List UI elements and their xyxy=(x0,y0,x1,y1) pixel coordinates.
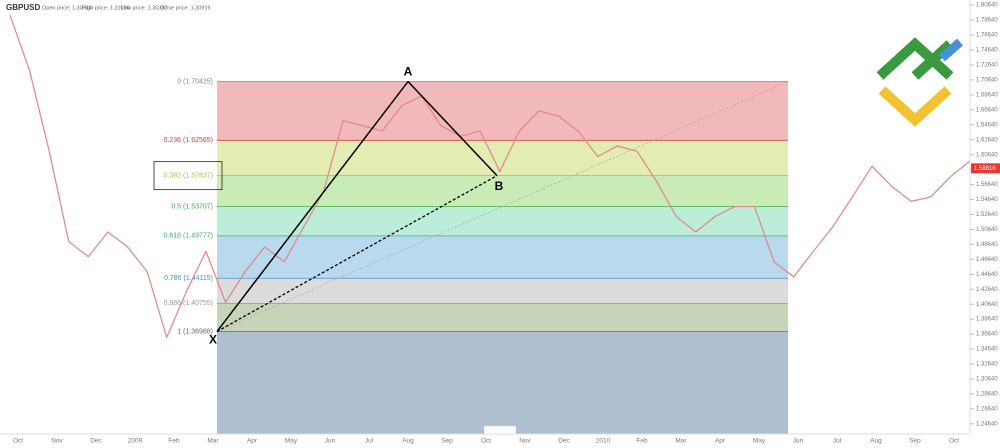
x-tick-label: Aug xyxy=(870,438,882,445)
fib-level-label: 0.886 (1.40755) xyxy=(164,300,213,307)
x-tick-label: Sep xyxy=(909,438,921,445)
y-tick-label: 1.60640 xyxy=(976,152,998,158)
high-price: High price: 1.31096 xyxy=(82,5,130,11)
fib-level-label: 0 (1.70425) xyxy=(177,78,213,85)
price-line xyxy=(9,14,971,340)
y-tick-label: 1.36640 xyxy=(976,332,998,338)
fib-level-label: 0.236 (1.62565) xyxy=(164,137,213,144)
y-tick-label: 1.66640 xyxy=(976,107,998,113)
fib-band xyxy=(217,140,788,176)
y-tick-label: 1.50640 xyxy=(976,227,998,233)
point-label: A xyxy=(404,65,413,79)
y-tick-label: 1.46640 xyxy=(976,257,998,263)
x-tick-label: May xyxy=(285,438,298,445)
close-price: Close price: 1.30919 xyxy=(160,5,210,11)
x-tick-label: Sep xyxy=(441,438,453,445)
x-tick-label: Jun xyxy=(793,438,804,445)
watermark xyxy=(483,425,517,435)
y-tick-label: 1.26640 xyxy=(976,406,998,412)
y-tick-label: 1.72640 xyxy=(976,63,998,69)
y-tick-label: 1.34640 xyxy=(976,347,998,353)
x-tick-label: Aug xyxy=(402,438,414,445)
x-tick-label: 2010 xyxy=(596,438,611,445)
point-label: X xyxy=(209,333,217,347)
x-tick-label: 2009 xyxy=(128,438,143,445)
y-tick-label: 1.28640 xyxy=(976,392,998,398)
y-tick-label: 1.44640 xyxy=(976,272,998,278)
open-price: Open price: 1.30714 xyxy=(42,5,92,11)
y-tick-label: 1.62640 xyxy=(976,137,998,143)
fib-level-label: 0.5 (1.53707) xyxy=(171,203,213,210)
x-tick-label: Dec xyxy=(90,438,102,445)
x-tick-label: Oct xyxy=(481,438,491,445)
fib-band xyxy=(217,278,788,304)
fib-band xyxy=(217,303,788,332)
fib-band xyxy=(217,175,788,207)
y-tick-label: 1.64640 xyxy=(976,122,998,128)
y-tick-label: 1.40640 xyxy=(976,302,998,308)
fib-level-label: 0.786 (1.44115) xyxy=(164,275,213,282)
selected-label-box xyxy=(153,161,223,191)
y-tick-label: 1.54640 xyxy=(976,197,998,203)
y-tick-label: 1.78640 xyxy=(976,18,998,24)
xb-line xyxy=(216,175,498,333)
y-tick-label: 1.42640 xyxy=(976,287,998,293)
x-tick-label: Mar xyxy=(207,438,219,445)
x-tick-label: Apr xyxy=(247,438,258,445)
logo xyxy=(876,37,963,127)
y-tick-label: 1.24640 xyxy=(976,421,998,427)
fib-band xyxy=(217,331,788,434)
y-tick-label: 1.32640 xyxy=(976,362,998,368)
y-tick-label: 1.56640 xyxy=(976,182,998,188)
y-tick-label: 1.68640 xyxy=(976,92,998,98)
x-tick-label: May xyxy=(753,438,766,445)
y-tick-label: 1.74640 xyxy=(976,48,998,54)
fib-band xyxy=(217,81,788,141)
y-tick-label: 1.76640 xyxy=(976,33,998,39)
last-price-label: 1.58816 xyxy=(974,166,996,172)
x-tick-label: Nov xyxy=(51,438,63,445)
fib-band xyxy=(217,206,788,236)
last-price-tag xyxy=(971,163,1000,174)
x-tick-label: Oct xyxy=(13,438,23,445)
fib-band xyxy=(217,235,788,279)
x-tick-label: Jul xyxy=(365,438,374,445)
x-tick-label: Feb xyxy=(168,438,180,445)
x-tick-label: Jun xyxy=(325,438,336,445)
y-tick-label: 1.48640 xyxy=(976,242,998,248)
ab-line xyxy=(407,81,498,177)
y-tick-label: 1.80640 xyxy=(976,3,998,9)
fib-level-label: 0.618 (1.49777) xyxy=(164,233,213,240)
x-tick-label: Nov xyxy=(519,438,531,445)
symbol: GBPUSD xyxy=(6,3,40,12)
y-tick-label: 1.30640 xyxy=(976,377,998,383)
x-tick-label: Jul xyxy=(833,438,842,445)
x-tick-label: Oct xyxy=(949,438,959,445)
point-label: B xyxy=(495,179,504,193)
y-tick-label: 1.38640 xyxy=(976,317,998,323)
x-tick-label: Dec xyxy=(558,438,570,445)
y-tick-label: 1.52640 xyxy=(976,212,998,218)
x-tick-label: Apr xyxy=(715,438,726,445)
x-tick-label: Feb xyxy=(636,438,648,445)
fib-level-label: 0.382 (1.57837) xyxy=(164,172,213,179)
fib-level-label: 1 (1.36988) xyxy=(177,328,213,335)
x-tick-label: Mar xyxy=(675,438,687,445)
xa-line xyxy=(216,81,409,332)
low-price: Low price: 1.30387 xyxy=(121,5,167,11)
y-tick-label: 1.70640 xyxy=(976,77,998,83)
